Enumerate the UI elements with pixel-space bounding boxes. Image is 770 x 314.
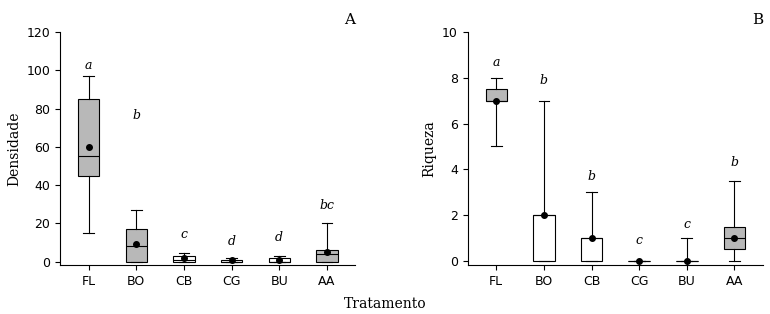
- Text: a: a: [85, 59, 92, 72]
- Text: c: c: [180, 228, 187, 241]
- Text: c: c: [683, 218, 691, 231]
- PathPatch shape: [221, 260, 243, 262]
- PathPatch shape: [269, 258, 290, 262]
- Text: d: d: [228, 235, 236, 248]
- PathPatch shape: [126, 229, 147, 262]
- PathPatch shape: [486, 89, 507, 101]
- Text: b: b: [540, 74, 548, 87]
- Text: b: b: [731, 156, 738, 169]
- PathPatch shape: [533, 215, 554, 261]
- Y-axis label: Riqueza: Riqueza: [423, 120, 437, 177]
- Text: a: a: [493, 56, 500, 69]
- Text: b: b: [588, 170, 595, 183]
- Text: bc: bc: [320, 199, 334, 212]
- PathPatch shape: [173, 256, 195, 262]
- Text: Tratamento: Tratamento: [343, 297, 427, 311]
- Text: c: c: [636, 234, 643, 247]
- PathPatch shape: [581, 238, 602, 261]
- PathPatch shape: [316, 250, 337, 262]
- Text: b: b: [132, 109, 140, 122]
- PathPatch shape: [724, 227, 745, 250]
- Text: B: B: [752, 14, 763, 27]
- Text: A: A: [344, 14, 356, 27]
- Text: d: d: [275, 231, 283, 244]
- PathPatch shape: [78, 99, 99, 176]
- Y-axis label: Densidade: Densidade: [7, 111, 21, 186]
